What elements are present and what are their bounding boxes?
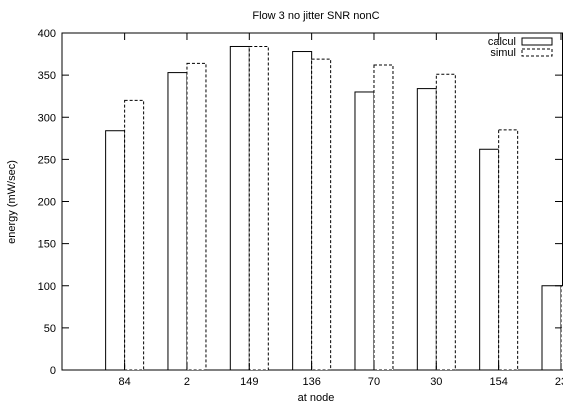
bar-simul-154	[498, 129, 519, 371]
bar-simul-149	[248, 45, 269, 371]
bar-simul-136	[311, 58, 332, 371]
x-tick-label: 136	[302, 376, 320, 388]
bar-calcul-149	[229, 45, 250, 371]
y-tick-label: 400	[38, 28, 56, 40]
bar-calcul-2	[167, 72, 188, 371]
bar-calcul-30	[416, 88, 437, 371]
bar-calcul-84	[105, 130, 126, 371]
bar-calcul-136	[292, 51, 313, 371]
bar-simul-30	[435, 73, 456, 371]
y-tick-label: 0	[50, 365, 56, 377]
x-tick-label: 2	[184, 376, 190, 388]
x-tick-label: 154	[489, 376, 507, 388]
y-tick-label: 200	[38, 197, 56, 209]
bar-calcul-70	[354, 91, 375, 371]
y-tick-label: 300	[38, 112, 56, 124]
bar-calcul-154	[479, 148, 500, 371]
x-tick-label: 149	[240, 376, 258, 388]
y-tick-label: 50	[44, 323, 56, 335]
y-tick-label: 100	[38, 281, 56, 293]
chart-ticks: 0 50 100 150 200 250 300 350 400 84 2 149 136 70 30 154…	[38, 28, 563, 388]
chart-bars	[105, 45, 563, 371]
chart-title: Flow 3 no jitter SNR nonC	[252, 10, 379, 22]
bar-simul-70	[373, 64, 394, 371]
legend-label-simul: simul	[490, 47, 516, 59]
bar-simul-84	[124, 99, 145, 371]
x-tick-label: 84	[119, 376, 131, 388]
bar-simul-2	[186, 62, 207, 371]
y-axis-label: energy (mW/sec)	[6, 160, 18, 244]
legend-swatch-simul	[521, 48, 553, 57]
legend-swatch-calcul	[521, 37, 553, 46]
x-tick-label: 30	[430, 376, 442, 388]
y-tick-label: 150	[38, 239, 56, 251]
x-axis-label: at node	[298, 392, 335, 404]
x-tick-label: 23	[555, 376, 563, 388]
y-tick-label: 350	[38, 70, 56, 82]
y-tick-label: 250	[38, 154, 56, 166]
x-tick-label: 70	[368, 376, 380, 388]
legend-label-calcul: calcul	[488, 36, 516, 48]
